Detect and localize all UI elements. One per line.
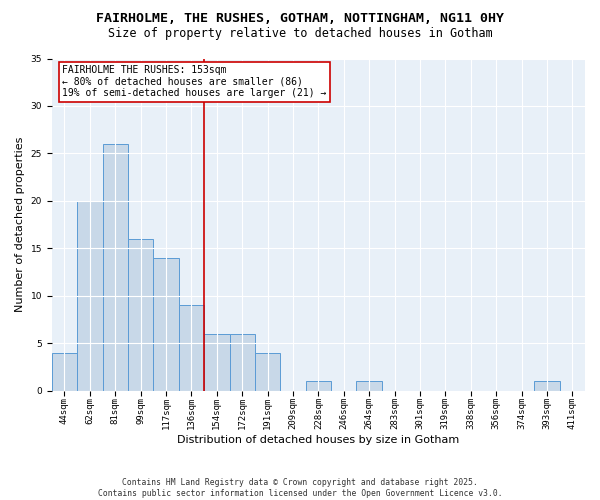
Text: FAIRHOLME THE RUSHES: 153sqm
← 80% of detached houses are smaller (86)
19% of se: FAIRHOLME THE RUSHES: 153sqm ← 80% of de…	[62, 65, 327, 98]
Bar	[52, 353, 77, 391]
Bar	[128, 239, 154, 391]
Bar	[356, 382, 382, 391]
Bar	[103, 144, 128, 391]
Bar	[534, 382, 560, 391]
Bar	[230, 334, 255, 391]
Bar	[305, 382, 331, 391]
X-axis label: Distribution of detached houses by size in Gotham: Distribution of detached houses by size …	[177, 435, 460, 445]
Text: Contains HM Land Registry data © Crown copyright and database right 2025.
Contai: Contains HM Land Registry data © Crown c…	[98, 478, 502, 498]
Y-axis label: Number of detached properties: Number of detached properties	[15, 137, 25, 312]
Bar	[204, 334, 230, 391]
Bar	[255, 353, 280, 391]
Bar	[77, 201, 103, 391]
Text: FAIRHOLME, THE RUSHES, GOTHAM, NOTTINGHAM, NG11 0HY: FAIRHOLME, THE RUSHES, GOTHAM, NOTTINGHA…	[96, 12, 504, 26]
Bar	[154, 258, 179, 391]
Text: Size of property relative to detached houses in Gotham: Size of property relative to detached ho…	[107, 28, 493, 40]
Bar	[179, 306, 204, 391]
